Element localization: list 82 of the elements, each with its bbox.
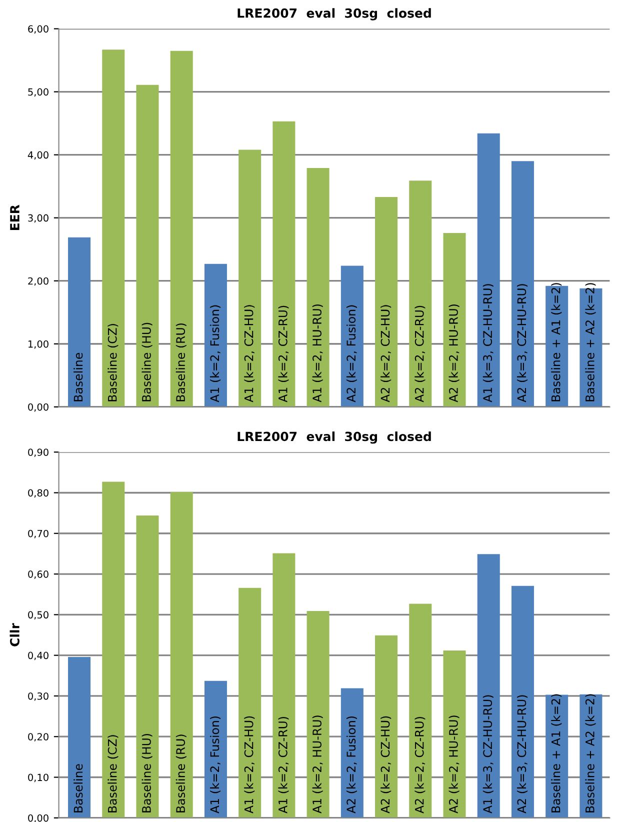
y-tick-label: 4,00 xyxy=(28,151,48,160)
x-tick-label: Baseline xyxy=(74,764,83,812)
x-tick-label: A1 (k=2, CZ-RU) xyxy=(278,716,289,814)
x-tick-label: Baseline + A1 (k=2) xyxy=(551,283,562,402)
chart-title: LRE2007 eval 30sg closed xyxy=(238,431,431,444)
x-tick-label: A2 (k=2, CZ-HU) xyxy=(380,305,392,402)
x-tick-label: A2 (k=3, CZ-HU-RU) xyxy=(517,695,528,814)
y-tick-label: 0,70 xyxy=(28,530,48,538)
bar xyxy=(340,266,364,407)
bar xyxy=(170,492,193,818)
bar xyxy=(102,482,125,818)
bar xyxy=(340,688,364,818)
bar xyxy=(68,656,91,818)
bar xyxy=(511,586,534,818)
y-axis-title: Cllr xyxy=(10,623,20,646)
y-tick-label: 0,00 xyxy=(28,403,48,412)
x-tick-label: A2 (k=3, CZ-HU-RU) xyxy=(517,284,528,402)
bar xyxy=(272,121,296,407)
x-tick-label: A1 (k=2, HU-RU) xyxy=(312,304,323,402)
bar xyxy=(170,50,193,407)
y-tick-label: 0,30 xyxy=(28,692,48,701)
x-tick-label: A2 (k=2, HU-RU) xyxy=(448,716,460,814)
x-tick-label: A2 (k=2, HU-RU) xyxy=(448,304,460,402)
bar xyxy=(306,611,330,818)
y-tick-label: 1,00 xyxy=(28,340,48,349)
bar xyxy=(409,604,432,818)
x-tick-label: A1 (k=2, CZ-HU) xyxy=(244,305,255,402)
x-tick-label: A2 (k=2, CZ-RU) xyxy=(414,716,426,814)
bar xyxy=(511,161,534,407)
x-tick-label: Baseline + A2 (k=2) xyxy=(585,283,596,402)
y-axis-title: EER xyxy=(10,204,20,230)
bar xyxy=(443,232,466,407)
x-tick-label: A1 (k=3, CZ-HU-RU) xyxy=(482,695,494,814)
y-tick-label: 0,90 xyxy=(28,448,48,457)
y-tick-label: 0,10 xyxy=(28,774,48,782)
x-tick-label: A2 (k=2, Fusion) xyxy=(346,305,357,402)
x-tick-label: A2 (k=2, CZ-RU) xyxy=(414,306,426,402)
bar xyxy=(68,237,91,407)
x-tick-label: Baseline (HU) xyxy=(142,734,152,812)
y-tick-label: 0,40 xyxy=(28,652,48,660)
bar xyxy=(546,694,568,818)
y-tick-label: 5,00 xyxy=(28,88,48,97)
bar xyxy=(375,635,398,818)
y-tick-label: 3,00 xyxy=(28,214,48,223)
bar xyxy=(272,553,296,818)
x-tick-label: A1 (k=2, CZ-RU) xyxy=(278,306,289,402)
bar xyxy=(580,694,602,818)
bar xyxy=(409,180,432,407)
y-tick-label: 2,00 xyxy=(28,277,48,286)
x-tick-label: Baseline + A1 (k=2) xyxy=(551,694,562,812)
x-tick-label: A2 (k=2, Fusion) xyxy=(346,716,357,814)
x-tick-label: Baseline (RU) xyxy=(176,324,186,402)
x-tick-label: A1 (k=3, CZ-HU-RU) xyxy=(482,284,494,402)
x-tick-label: Baseline (CZ) xyxy=(108,735,118,812)
bar xyxy=(477,133,500,407)
y-tick-label: 0,80 xyxy=(28,489,48,498)
bar xyxy=(477,554,500,818)
x-tick-label: Baseline (CZ) xyxy=(108,324,118,402)
bar xyxy=(136,516,159,818)
y-tick-label: 0,60 xyxy=(28,570,48,579)
bar xyxy=(443,650,466,818)
bar xyxy=(102,50,125,407)
bar xyxy=(238,588,262,818)
x-tick-label: Baseline xyxy=(74,352,83,402)
y-tick-label: 0,50 xyxy=(28,611,48,620)
bar xyxy=(204,264,227,407)
bar xyxy=(306,168,330,407)
x-tick-label: A1 (k=2, Fusion) xyxy=(210,305,221,402)
bar xyxy=(204,680,227,818)
bar xyxy=(238,150,262,407)
bar xyxy=(136,84,159,407)
x-tick-label: A2 (k=2, CZ-HU) xyxy=(380,716,392,814)
x-tick-label: Baseline (RU) xyxy=(176,734,186,812)
x-tick-label: A1 (k=2, Fusion) xyxy=(210,716,221,814)
x-tick-label: Baseline + A2 (k=2) xyxy=(585,694,596,812)
x-tick-label: A1 (k=2, HU-RU) xyxy=(312,716,323,814)
y-tick-label: 0,20 xyxy=(28,733,48,742)
x-tick-label: Baseline (HU) xyxy=(142,322,152,402)
x-tick-label: A1 (k=2, CZ-HU) xyxy=(244,716,255,814)
chart-title: LRE2007 eval 30sg closed xyxy=(238,8,431,20)
bar xyxy=(375,197,398,407)
y-tick-label: 6,00 xyxy=(28,25,48,34)
